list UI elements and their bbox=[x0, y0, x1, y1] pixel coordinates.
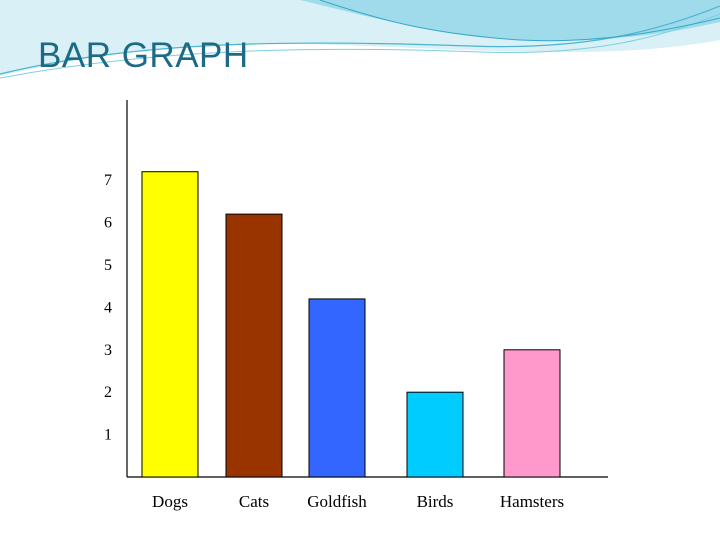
bars bbox=[141, 171, 561, 478]
wave-line-3 bbox=[319, 0, 720, 42]
title-wave-decoration bbox=[0, 0, 720, 79]
wave-line-2 bbox=[0, 13, 720, 79]
bar-dogs bbox=[141, 171, 199, 478]
y-tick-label: 5 bbox=[104, 257, 112, 274]
category-label-goldfish: Goldfish bbox=[307, 492, 367, 511]
category-label-hamsters: Hamsters bbox=[500, 492, 564, 511]
bar-goldfish bbox=[308, 298, 366, 478]
y-tick-label: 1 bbox=[104, 427, 112, 444]
wave-band-mid bbox=[300, 0, 720, 41]
y-tick-label: 2 bbox=[104, 384, 112, 401]
y-tick-label: 4 bbox=[104, 299, 112, 316]
category-label-dogs: Dogs bbox=[152, 492, 188, 511]
bar-birds bbox=[406, 391, 464, 478]
wave-line-1 bbox=[0, 5, 720, 75]
category-label-birds: Birds bbox=[417, 492, 454, 511]
y-tick-label: 7 bbox=[104, 172, 112, 189]
slide-title: BAR GRAPH bbox=[38, 36, 249, 75]
category-labels: Dogs Cats Goldfish Birds Hamsters bbox=[152, 492, 564, 511]
bar-hamsters bbox=[503, 349, 561, 478]
y-tick-label: 6 bbox=[104, 215, 112, 232]
y-tick-labels: 1 2 3 4 5 6 7 bbox=[104, 172, 112, 443]
bar-cats bbox=[225, 213, 283, 478]
y-tick-label: 3 bbox=[104, 342, 112, 359]
category-label-cats: Cats bbox=[239, 492, 269, 511]
